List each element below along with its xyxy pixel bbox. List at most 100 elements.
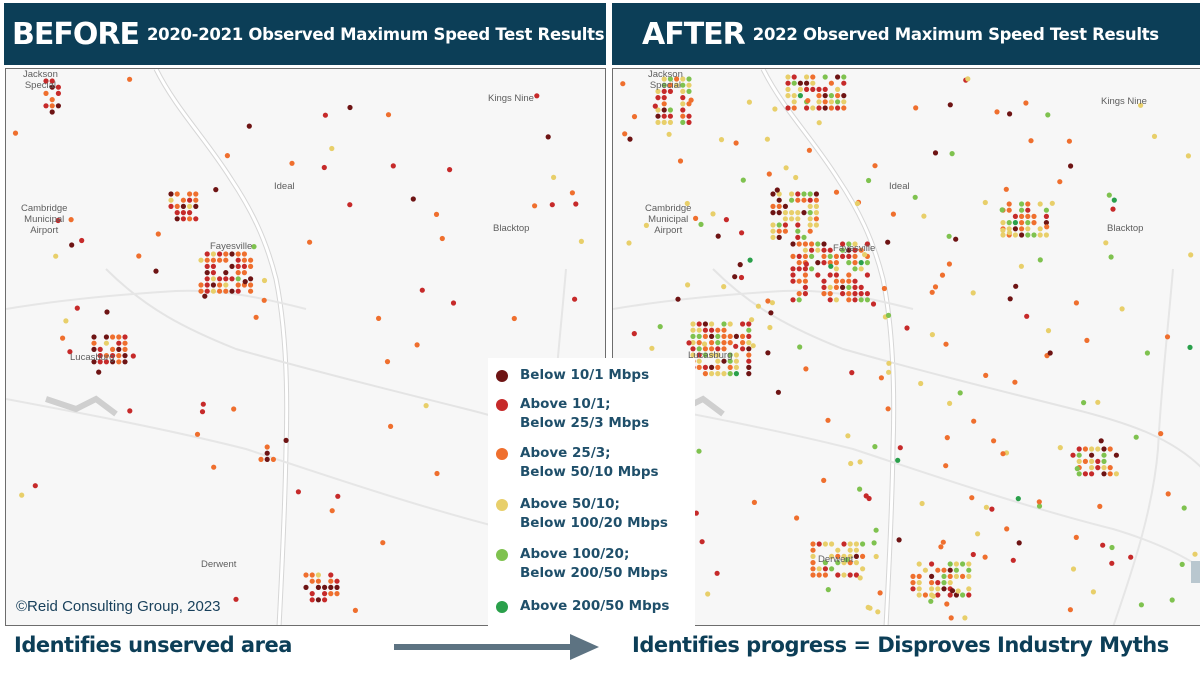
speed-test-point (810, 74, 816, 80)
speed-test-point (626, 240, 632, 246)
map-before[interactable]: Jackson Special Kings Nine Ideal Cambridg… (5, 68, 606, 626)
speed-test-point (776, 197, 782, 203)
speed-test-point (334, 591, 340, 597)
speed-test-point (765, 350, 771, 356)
legend-label: Above 100/20; Below 200/50 Mbps (520, 546, 668, 581)
speed-test-point (929, 561, 935, 567)
speed-test-point (983, 372, 989, 378)
speed-test-point (966, 586, 972, 592)
speed-test-point (921, 213, 927, 219)
speed-test-point (667, 88, 673, 94)
speed-test-point (721, 346, 727, 352)
speed-test-point (785, 105, 791, 111)
speed-test-point (802, 241, 808, 247)
speed-test-point (1007, 111, 1013, 117)
speed-test-point (847, 547, 853, 553)
speed-test-point (686, 76, 692, 82)
speed-test-point (721, 371, 727, 377)
speed-test-point (828, 80, 834, 86)
speed-test-point (655, 95, 661, 101)
speed-test-point (1036, 499, 1042, 505)
speed-test-point (198, 257, 204, 263)
speed-test-point (1044, 224, 1050, 230)
speed-test-point (969, 495, 975, 501)
legend-swatch (496, 399, 508, 411)
place-label-derwent: Derwent (818, 554, 854, 565)
place-label-fayesville: Fayesville (833, 243, 876, 254)
speed-test-point (929, 289, 935, 295)
speed-test-point (841, 93, 847, 99)
arrow-right-icon (394, 634, 599, 660)
speed-test-point (217, 288, 223, 294)
speed-test-point (846, 291, 852, 297)
speed-test-point (846, 272, 852, 278)
legend-item-25-50: Above 25/3; Below 50/10 Mbps (496, 444, 659, 482)
speed-test-point (922, 592, 928, 598)
speed-test-point (835, 572, 841, 578)
speed-test-point (885, 406, 891, 412)
speed-test-point (935, 580, 941, 586)
speed-test-point (835, 99, 841, 105)
speed-test-point (813, 203, 819, 209)
speed-test-point (235, 257, 241, 263)
speed-test-point (746, 371, 752, 377)
speed-test-point (802, 247, 808, 253)
speed-test-point (1181, 505, 1187, 511)
speed-test-point (750, 343, 756, 349)
place-label-ideal: Ideal (274, 181, 295, 192)
speed-test-point (852, 247, 858, 253)
speed-test-point (816, 572, 822, 578)
speed-test-point (846, 278, 852, 284)
speed-test-point (210, 263, 216, 269)
speed-test-point (204, 282, 210, 288)
speed-test-point (833, 260, 839, 266)
speed-test-point (295, 489, 301, 495)
speed-test-point (309, 572, 315, 578)
speed-test-point (816, 541, 822, 547)
speed-test-point (1012, 232, 1018, 238)
place-label-lucasburg: Lucasburg (70, 352, 115, 363)
speed-test-point (841, 572, 847, 578)
speed-test-point (797, 86, 803, 92)
speed-test-point (187, 216, 193, 222)
speed-test-point (833, 253, 839, 259)
speed-test-point (1000, 451, 1006, 457)
speed-test-point (103, 340, 109, 346)
speed-test-point (872, 444, 878, 450)
speed-test-point (816, 120, 822, 126)
speed-test-point (857, 575, 863, 581)
place-label-airport: Cambridge Municipal Airport (21, 203, 68, 236)
speed-test-point (1025, 207, 1031, 213)
speed-test-point (1073, 534, 1079, 540)
speed-test-point (835, 547, 841, 553)
speed-test-point (767, 324, 773, 331)
speed-test-point (738, 274, 745, 281)
speed-test-point (655, 113, 661, 119)
speed-test-point (1012, 226, 1018, 232)
speed-test-point (847, 572, 853, 578)
legend-swatch (496, 448, 508, 460)
speed-test-point (785, 93, 791, 99)
speed-test-point (815, 247, 821, 253)
map-after[interactable]: Jackson Special Kings Nine Ideal Cambridg… (612, 68, 1200, 626)
speed-test-point (1007, 296, 1013, 302)
speed-test-point (885, 312, 892, 318)
speed-test-point (790, 266, 796, 272)
speed-test-point (270, 456, 276, 462)
speed-test-point (701, 341, 708, 347)
speed-test-point (789, 216, 795, 222)
speed-test-point (1070, 566, 1077, 572)
place-label-jackson: Jackson Special (648, 69, 683, 91)
speed-test-point (210, 276, 216, 282)
speed-test-point (852, 260, 858, 266)
speed-test-point (858, 284, 864, 290)
speed-test-point (693, 215, 699, 221)
speed-test-point (822, 572, 828, 578)
speed-test-point (49, 78, 55, 84)
speed-test-point (828, 93, 834, 99)
speed-test-point (862, 252, 868, 258)
speed-test-point (1031, 220, 1037, 226)
place-label-kings-nine: Kings Nine (488, 93, 534, 104)
speed-test-point (746, 364, 752, 370)
speed-test-point (122, 334, 128, 340)
